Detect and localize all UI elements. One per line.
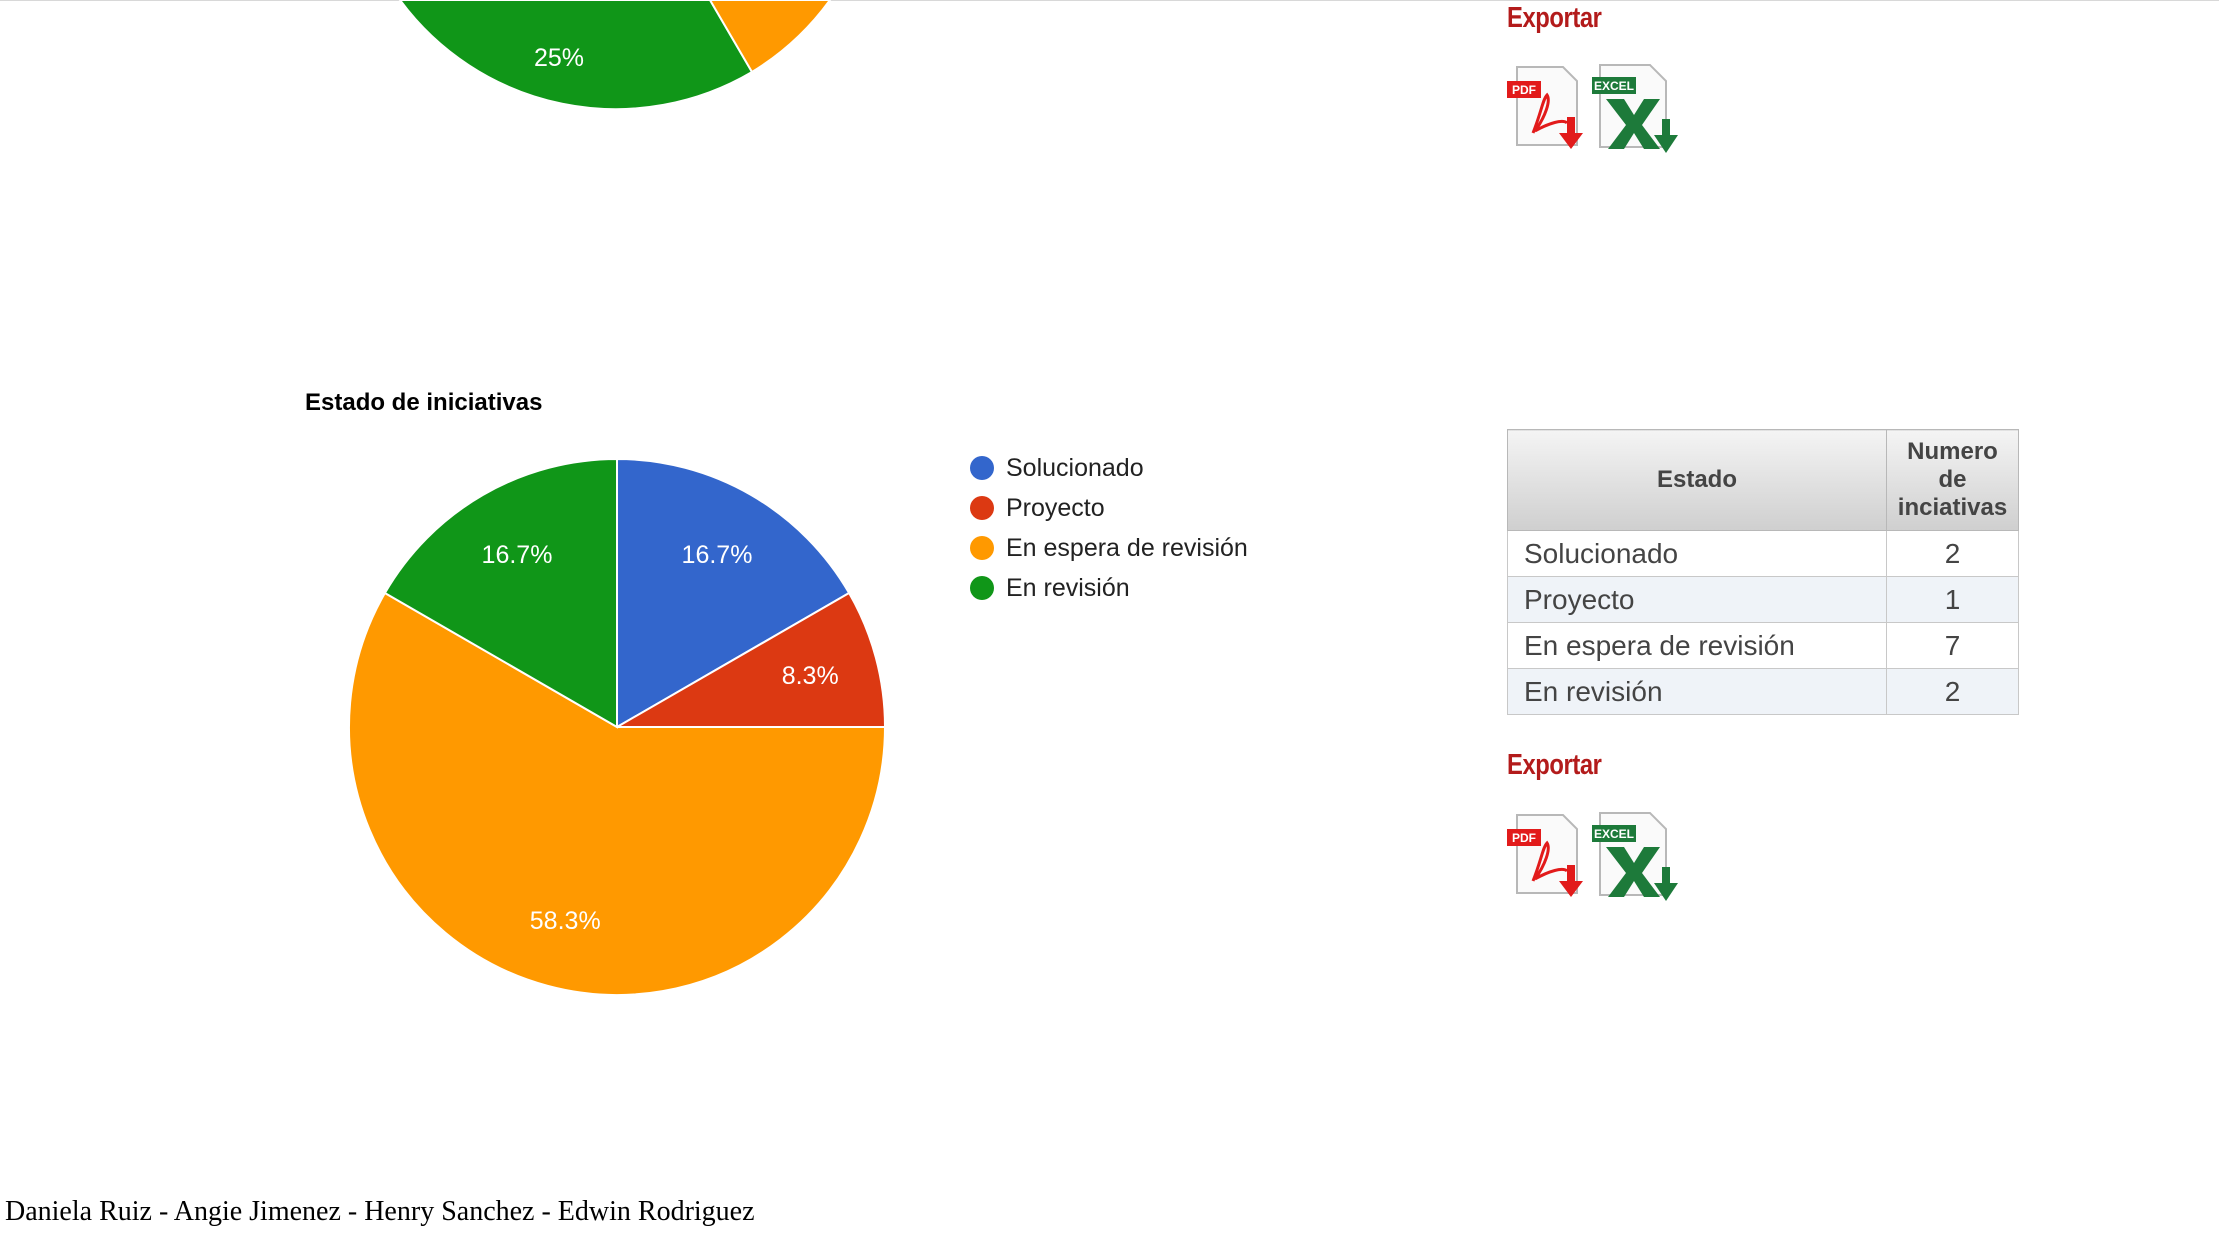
legend-item-en-revision[interactable]: En revisión — [970, 568, 1248, 608]
excel-download-icon[interactable]: EXCEL — [1590, 811, 1682, 910]
svg-text:EXCEL: EXCEL — [1594, 827, 1634, 841]
legend-swatch — [970, 456, 994, 480]
table-row: En espera de revisión 7 — [1507, 622, 2019, 669]
legend-swatch — [970, 536, 994, 560]
legend-item-solucionado[interactable]: Solucionado — [970, 448, 1248, 488]
legend-label: En revisión — [1006, 573, 1130, 602]
legend-label: En espera de revisión — [1006, 533, 1248, 562]
legend-swatch — [970, 576, 994, 600]
svg-text:EXCEL: EXCEL — [1594, 79, 1634, 93]
cell-estado: Proyecto — [1507, 576, 1887, 623]
cell-numero: 2 — [1886, 668, 2019, 715]
export-title-bottom: Exportar — [1507, 749, 1602, 781]
chart-legend: Solucionado Proyecto En espera de revisi… — [970, 448, 1248, 608]
pie-slice-top-green — [398, 0, 754, 111]
top-slice-label: 25% — [534, 44, 584, 72]
table-row: En revisión 2 — [1507, 668, 2019, 715]
table-row: Solucionado 2 — [1507, 530, 2019, 577]
summary-table: Estado Numero de inciativas Solucionado … — [1507, 429, 2019, 715]
excel-download-icon[interactable]: EXCEL — [1590, 63, 1682, 162]
pdf-download-icon[interactable]: PDF — [1505, 813, 1587, 908]
legend-item-proyecto[interactable]: Proyecto — [970, 488, 1248, 528]
top-pie-chart: 25% — [398, 0, 832, 111]
pie-slice-top-orange — [708, 0, 832, 74]
top-border — [0, 0, 2219, 1]
svg-text:PDF: PDF — [1512, 83, 1536, 97]
pie-slice-en-revision[interactable] — [383, 457, 618, 729]
pie-chart: 16.7% 8.3% 58.3% 16.7% — [348, 457, 887, 996]
legend-label: Proyecto — [1006, 493, 1105, 522]
footer-authors: Daniela Ruiz - Angie Jimenez - Henry San… — [5, 1196, 755, 1227]
slice-percent-label: 8.3% — [782, 662, 839, 690]
cell-estado: En revisión — [1507, 668, 1887, 715]
cell-numero: 2 — [1886, 530, 2019, 577]
pie-slice-en-espera-de-revision[interactable] — [348, 591, 887, 996]
table-header-row: Estado Numero de inciativas — [1507, 429, 2019, 531]
slice-percent-label: 16.7% — [482, 541, 553, 569]
cell-numero: 7 — [1886, 622, 2019, 669]
pdf-download-icon[interactable]: PDF — [1505, 65, 1587, 160]
slice-percent-label: 16.7% — [682, 541, 753, 569]
column-header-numero: Numero de inciativas — [1886, 429, 2019, 531]
legend-item-en-espera-de-revision[interactable]: En espera de revisión — [970, 528, 1248, 568]
export-title-top: Exportar — [1507, 2, 1602, 34]
column-header-estado: Estado — [1507, 429, 1887, 531]
pie-slice-solucionado[interactable] — [616, 457, 851, 729]
cell-estado: Solucionado — [1507, 530, 1887, 577]
table-row: Proyecto 1 — [1507, 576, 2019, 623]
svg-text:PDF: PDF — [1512, 831, 1536, 845]
slice-percent-label: 58.3% — [530, 907, 601, 935]
cell-numero: 1 — [1886, 576, 2019, 623]
legend-swatch — [970, 496, 994, 520]
legend-label: Solucionado — [1006, 453, 1144, 482]
pie-slice-proyecto[interactable] — [613, 591, 887, 728]
cell-estado: En espera de revisión — [1507, 622, 1887, 669]
chart-title: Estado de iniciativas — [305, 389, 543, 416]
